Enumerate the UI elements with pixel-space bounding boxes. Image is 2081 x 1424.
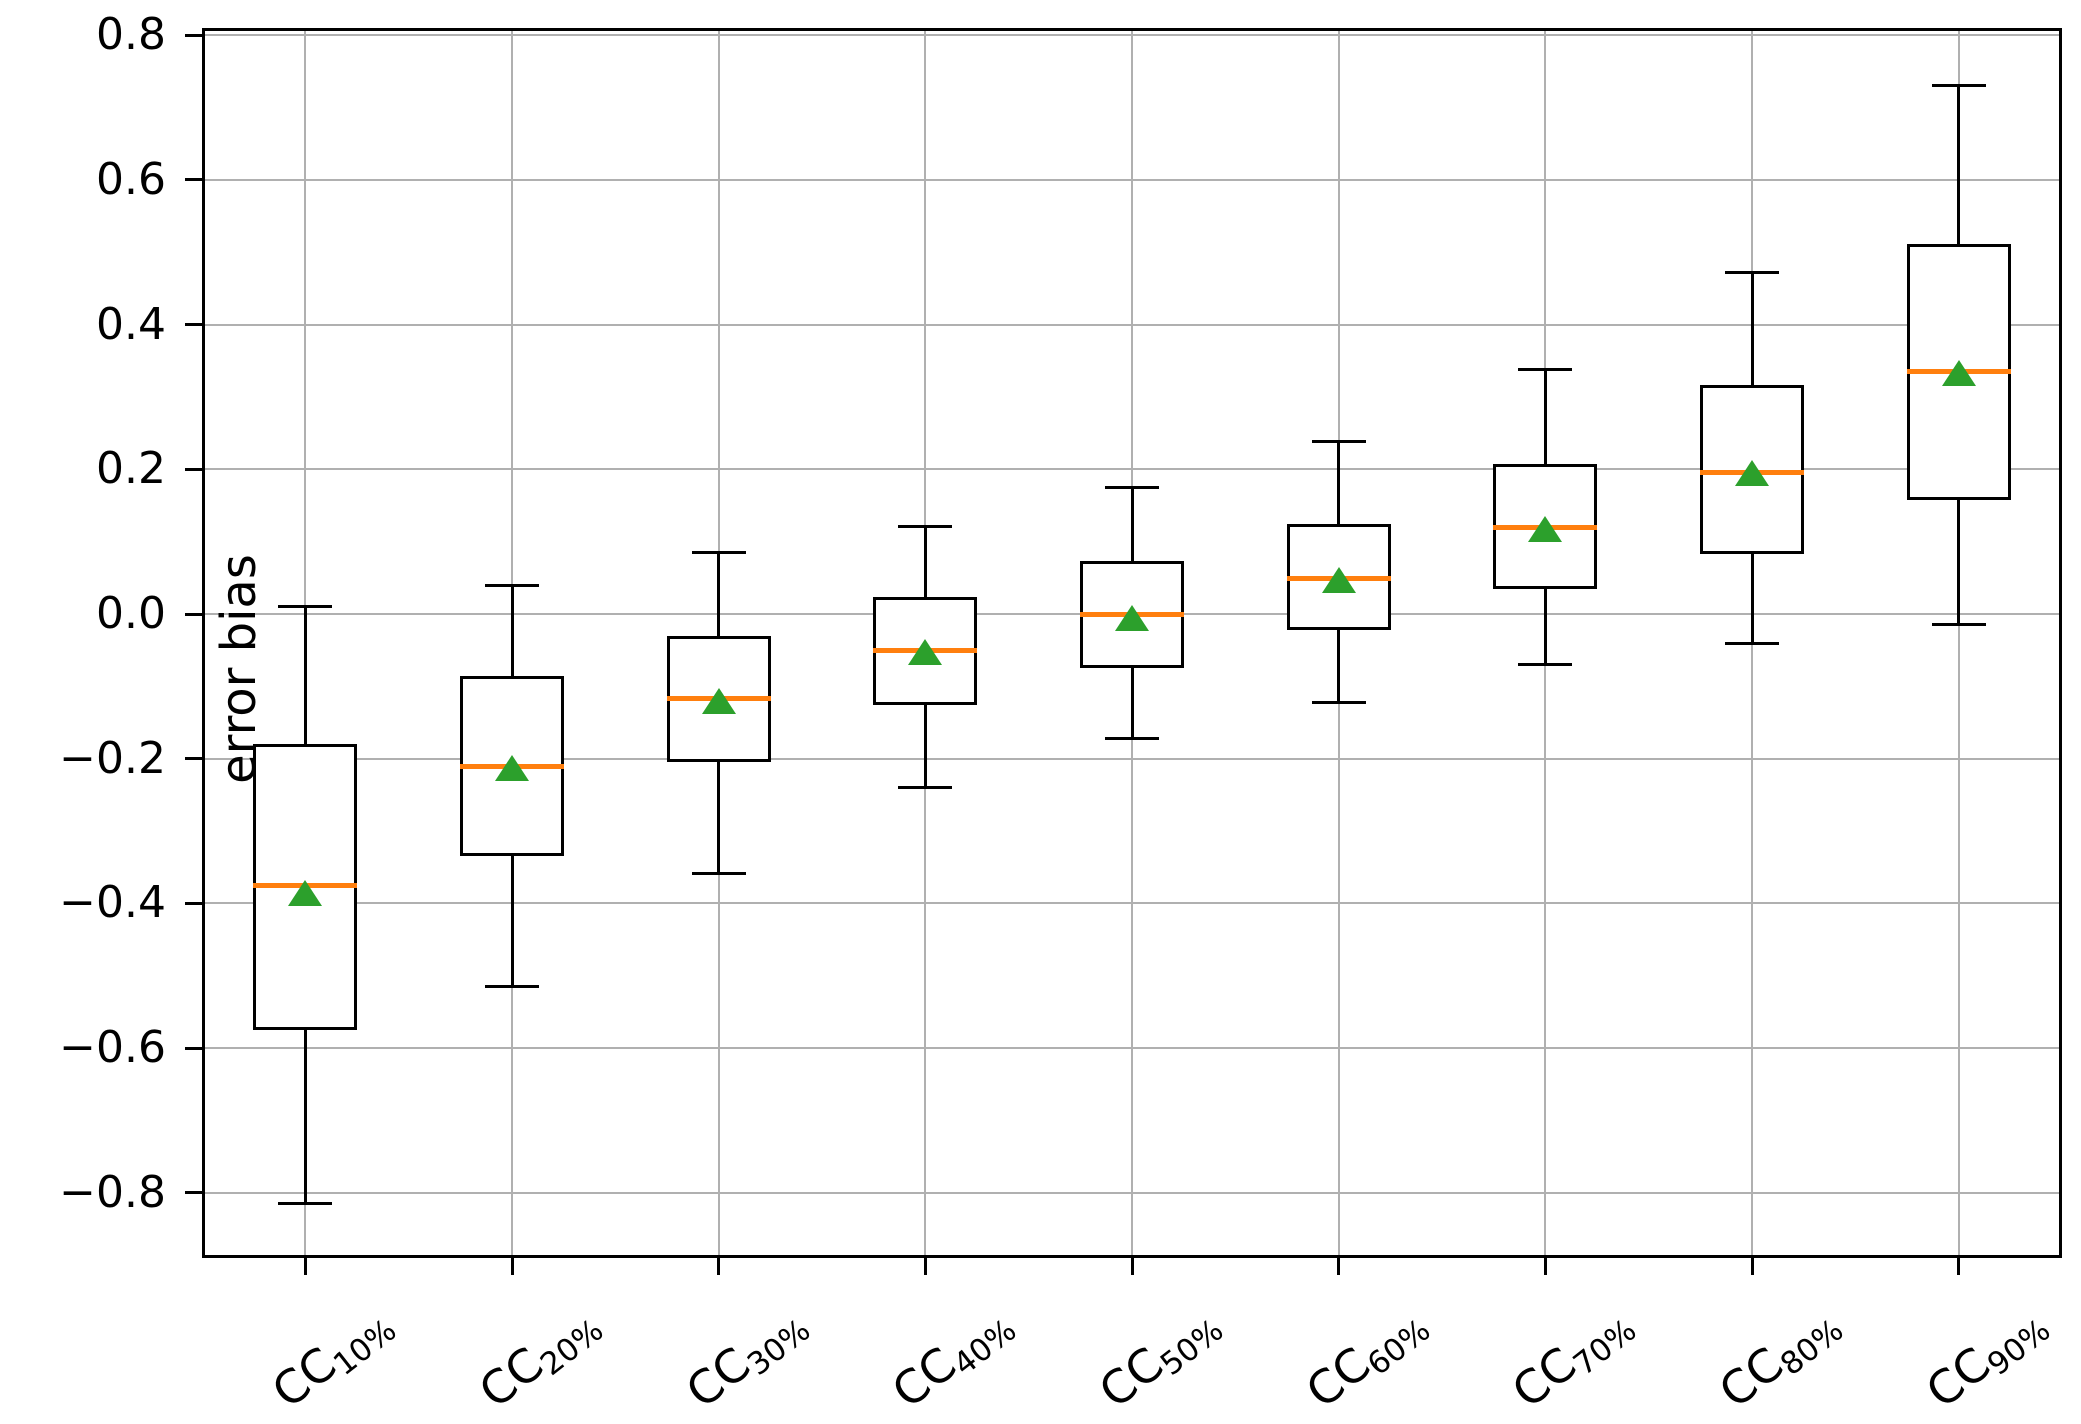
whisker-cap-lower-CC80%	[1725, 642, 1779, 646]
whisker-cap-lower-CC50%	[1105, 737, 1159, 740]
x-tick-CC30%	[717, 1258, 721, 1275]
whisker-cap-lower-CC30%	[691, 871, 746, 875]
whisker-upper-CC70%	[1543, 369, 1547, 465]
x-tick-label-CC40%: CC40%	[782, 1294, 1023, 1424]
whisker-lower-CC90%	[1957, 500, 1961, 625]
y-axis-label: error bias	[211, 554, 267, 784]
whisker-upper-CC60%	[1337, 441, 1341, 525]
whisker-lower-CC70%	[1543, 589, 1547, 665]
whisker-lower-CC20%	[510, 856, 514, 987]
whisker-upper-CC50%	[1130, 487, 1134, 562]
y-tick-label-−0.4: −0.4	[59, 877, 166, 929]
plot-area: error bias 0.8 0.6 0.4 0.2 0.0 −0.2 −0.4 −0.6 −0…	[59, 9, 2062, 1419]
axis-spine-bottom	[202, 1255, 2062, 1258]
mean-marker-CC40%	[908, 638, 943, 665]
y-tick-label-0.8: 0.8	[96, 9, 166, 61]
mean-marker-CC50%	[1115, 604, 1149, 631]
whisker-cap-upper-CC90%	[1931, 83, 1986, 87]
whisker-cap-lower-CC10%	[278, 1202, 333, 1206]
whisker-lower-CC40%	[923, 705, 927, 788]
whisker-cap-upper-CC30%	[691, 551, 746, 555]
y-tick-0.6	[185, 178, 202, 182]
x-tick-label-CC10%: CC10%	[162, 1294, 403, 1424]
whisker-cap-upper-CC50%	[1105, 485, 1159, 489]
y-tick-−0.6	[185, 1046, 202, 1050]
y-tick-label-0.2: 0.2	[96, 443, 166, 495]
y-tick-label-0.6: 0.6	[96, 153, 166, 205]
y-tick-label-−0.6: −0.6	[59, 1022, 166, 1074]
whisker-upper-CC80%	[1750, 272, 1754, 386]
whisker-upper-CC30%	[717, 552, 721, 636]
x-tick-label-CC50%: CC50%	[989, 1294, 1230, 1424]
mean-marker-CC20%	[495, 755, 529, 782]
y-tick-0.8	[185, 33, 202, 37]
y-tick-0.2	[185, 467, 202, 471]
whisker-upper-CC10%	[303, 606, 307, 745]
whisker-cap-upper-CC60%	[1311, 439, 1366, 443]
whisker-cap-upper-CC20%	[485, 583, 539, 587]
mean-marker-CC10%	[288, 879, 323, 906]
mean-marker-CC30%	[701, 687, 736, 714]
whisker-cap-upper-CC70%	[1518, 368, 1573, 371]
whisker-cap-lower-CC90%	[1931, 623, 1986, 627]
y-tick-−0.8	[185, 1191, 202, 1195]
y-tick-−0.4	[185, 901, 202, 905]
axis-spine-right	[2059, 28, 2062, 1258]
whisker-upper-CC20%	[510, 585, 514, 676]
x-tick-CC60%	[1337, 1258, 1341, 1275]
gridline-x-CC90%	[1957, 28, 1960, 1258]
mean-marker-CC60%	[1321, 567, 1356, 594]
x-tick-CC20%	[510, 1258, 514, 1275]
x-tick-CC70%	[1543, 1258, 1547, 1275]
whisker-lower-CC30%	[717, 762, 721, 874]
axis-spine-top	[202, 28, 2062, 31]
whisker-upper-CC90%	[1957, 85, 1961, 245]
whisker-cap-upper-CC10%	[278, 605, 333, 609]
x-tick-CC10%	[303, 1258, 307, 1275]
x-tick-label-CC20%: CC20%	[369, 1294, 610, 1424]
y-tick-label-−0.8: −0.8	[59, 1166, 166, 1218]
mean-marker-CC80%	[1735, 459, 1769, 486]
whisker-upper-CC40%	[923, 526, 927, 598]
whisker-cap-lower-CC60%	[1311, 700, 1366, 704]
whisker-lower-CC80%	[1750, 554, 1754, 644]
whisker-cap-upper-CC80%	[1725, 271, 1779, 275]
y-tick-label-0.0: 0.0	[96, 588, 166, 640]
whisker-lower-CC60%	[1337, 629, 1341, 703]
whisker-cap-lower-CC40%	[898, 786, 953, 790]
x-tick-label-CC30%: CC30%	[576, 1294, 817, 1424]
mean-marker-CC90%	[1941, 360, 1976, 387]
whisker-cap-lower-CC70%	[1518, 663, 1573, 667]
x-tick-label-CC70%: CC70%	[1402, 1294, 1643, 1424]
y-tick-0.4	[185, 323, 202, 327]
x-tick-CC50%	[1130, 1258, 1134, 1275]
y-tick-0.0	[185, 612, 202, 616]
x-tick-label-CC60%: CC60%	[1196, 1294, 1437, 1424]
y-tick-label-0.4: 0.4	[96, 298, 166, 350]
whisker-lower-CC10%	[303, 1030, 307, 1204]
whisker-cap-upper-CC40%	[898, 525, 953, 528]
x-tick-CC80%	[1750, 1258, 1754, 1275]
y-tick-−0.2	[185, 757, 202, 761]
x-tick-label-CC80%: CC80%	[1609, 1294, 1850, 1424]
whisker-lower-CC50%	[1130, 668, 1134, 739]
axis-spine-left	[202, 28, 205, 1258]
whisker-cap-lower-CC20%	[485, 985, 539, 989]
y-tick-label-−0.2: −0.2	[59, 732, 166, 784]
x-tick-label-CC90%: CC90%	[1816, 1294, 2057, 1424]
x-tick-CC90%	[1957, 1258, 1961, 1275]
mean-marker-CC70%	[1528, 516, 1563, 543]
x-tick-CC40%	[923, 1258, 927, 1275]
